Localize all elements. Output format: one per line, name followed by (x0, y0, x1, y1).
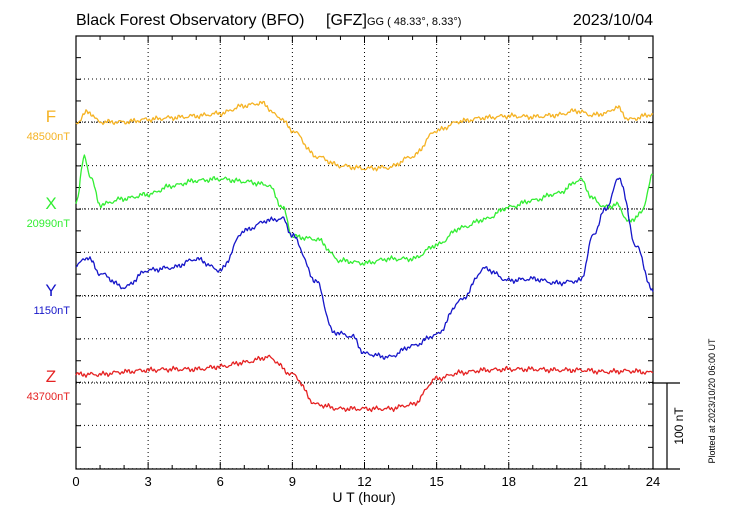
x-tick-label: 15 (429, 474, 443, 489)
coordinates-label: GG ( 48.33°, 8.33°) (367, 16, 461, 28)
baseline-label-x: 20990nT (27, 218, 71, 230)
trace-z (75, 354, 654, 413)
x-tick-label: 24 (646, 474, 660, 489)
trace-f (75, 100, 654, 172)
series-name-y: Y (45, 281, 56, 300)
series-name-f: F (46, 107, 56, 126)
grid-lines (76, 36, 653, 470)
baseline-markers (76, 121, 653, 384)
source-label: [GFZ] (326, 12, 367, 29)
trace-x (75, 154, 654, 266)
series-name-x: X (45, 194, 56, 213)
x-tick-label: 9 (289, 474, 296, 489)
x-tick-label: 12 (357, 474, 371, 489)
axis-ticks: 0 3 6 9 12 15 18 21 24 (72, 35, 660, 489)
x-tick-label: 21 (574, 474, 588, 489)
x-tick-label: 0 (72, 474, 79, 489)
chart-title: Black Forest Observatory (BFO) (76, 12, 305, 29)
series-labels: F 48500nT X 20990nT Y 1150nT Z 43700nT (27, 107, 71, 403)
baseline-label-f: 48500nT (27, 131, 71, 143)
x-tick-label: 3 (145, 474, 152, 489)
series-name-z: Z (46, 367, 56, 386)
x-axis-label: U T (hour) (332, 489, 395, 505)
plotted-note: Plotted at 2023/10/20 06:00 UT (707, 338, 717, 464)
x-tick-label: 18 (502, 474, 516, 489)
baseline-label-y: 1150nT (34, 305, 71, 317)
scale-bar-label: 100 nT (672, 407, 686, 445)
x-tick-label: 6 (217, 474, 224, 489)
baseline-label-z: 43700nT (27, 391, 71, 403)
date-label: 2023/10/04 (573, 12, 653, 29)
data-traces (75, 100, 654, 413)
trace-y (75, 177, 654, 360)
